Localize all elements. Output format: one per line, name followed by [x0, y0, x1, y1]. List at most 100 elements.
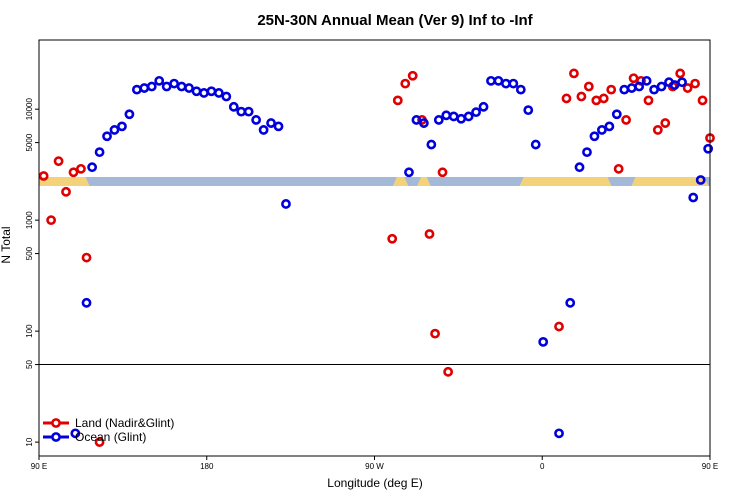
y-tick-label: 1000 [25, 211, 34, 229]
ocean-point [102, 131, 112, 142]
ocean-point [656, 81, 667, 92]
land-point [598, 93, 609, 104]
ocean-point [703, 143, 714, 154]
x-axis-label: Longitude (deg E) [327, 476, 422, 490]
land-point [554, 321, 564, 332]
ocean-point [404, 167, 414, 178]
ocean-point [478, 101, 489, 112]
ocean-point [109, 125, 120, 135]
ocean-point [634, 81, 645, 92]
land-point [94, 437, 105, 448]
land-point [613, 163, 624, 174]
y-axis-label: N Total [0, 226, 13, 263]
land-point [437, 167, 448, 178]
ocean-point [582, 147, 592, 158]
ocean-point [456, 113, 467, 124]
ocean-point [273, 121, 284, 132]
ocean-point [565, 297, 576, 308]
ocean-point [124, 109, 135, 120]
land-point [443, 366, 454, 377]
land-point [660, 118, 671, 128]
ocean-point [418, 118, 429, 128]
ocean-point [131, 84, 142, 95]
land-point [576, 91, 587, 102]
ocean-point [228, 101, 239, 112]
ocean-point [426, 139, 437, 150]
ocean-point [589, 131, 600, 142]
land-point [392, 95, 403, 106]
land-point [591, 95, 602, 106]
land-point [697, 95, 708, 106]
ocean-point [523, 105, 534, 116]
x-tick-label: 90 E [31, 462, 47, 471]
ocean-point [199, 88, 209, 98]
y-tick-label: 500 [25, 246, 34, 260]
data-points [38, 68, 715, 448]
land-point [682, 83, 693, 93]
ocean-point [236, 106, 247, 117]
ocean-point [139, 83, 150, 93]
land-point [81, 252, 92, 263]
ocean-point [538, 337, 549, 347]
legend-item-ocean: Ocean (Glint) [43, 430, 146, 444]
land-point [561, 93, 572, 104]
ocean-point [695, 175, 706, 185]
ocean-point [688, 192, 699, 203]
ocean-point [448, 111, 459, 122]
ocean-point [641, 75, 652, 86]
x-axis: 90 E 180 90 W 0 90 E [31, 456, 718, 471]
legend-marker [51, 418, 61, 428]
y-tick-label: 100 [25, 324, 34, 338]
ocean-point [530, 139, 541, 150]
ocean-point [626, 83, 637, 93]
ocean-point [604, 121, 615, 132]
ocean-point [243, 106, 254, 117]
land-point [387, 233, 398, 244]
land-point [675, 68, 686, 79]
ocean-point [266, 118, 276, 128]
ocean-point [471, 107, 481, 118]
x-tick-label: 90 W [365, 462, 384, 471]
y-tick-label: 50 [25, 360, 34, 369]
ocean-point [184, 83, 194, 93]
x-tick-label: 180 [200, 462, 214, 471]
ocean-point [117, 121, 127, 132]
land-point [430, 328, 440, 339]
land-point [400, 78, 411, 89]
land-strip [519, 177, 612, 186]
ocean-point [677, 77, 687, 88]
land-strip [631, 177, 709, 186]
chart-title: 25N-30N Annual Mean (Ver 9) Inf to -Inf [257, 12, 533, 29]
ocean-point [493, 75, 504, 86]
land-point [621, 115, 632, 125]
land-point [628, 73, 639, 84]
land-ocean-strip [39, 177, 710, 186]
y-axis: 10 50 100 500 1000 5000 10000 [25, 98, 39, 447]
land-strip [417, 177, 431, 186]
land-point [68, 167, 79, 178]
ocean-point [161, 81, 172, 92]
ocean-strip [39, 177, 710, 186]
ocean-point [169, 78, 180, 89]
ocean-point [94, 147, 105, 158]
x-tick-label: 0 [540, 462, 545, 471]
ocean-point [501, 78, 511, 89]
legend-label: Land (Nadir&Glint) [75, 416, 174, 430]
y-tick-label: 5000 [25, 133, 34, 151]
y-tick-label: 10 [25, 437, 34, 446]
ocean-point [154, 75, 165, 86]
land-point [46, 215, 57, 226]
land-point [38, 171, 49, 181]
land-point [606, 84, 617, 95]
x-tick-label: 90 E [702, 462, 718, 471]
ocean-point [176, 81, 187, 92]
land-strip [39, 177, 90, 186]
land-point [424, 229, 435, 239]
land-point [690, 78, 700, 89]
ocean-point [213, 88, 224, 98]
ocean-point [486, 75, 496, 86]
ocean-point [81, 297, 92, 308]
legend-marker [51, 432, 61, 442]
ocean-point [251, 115, 262, 125]
